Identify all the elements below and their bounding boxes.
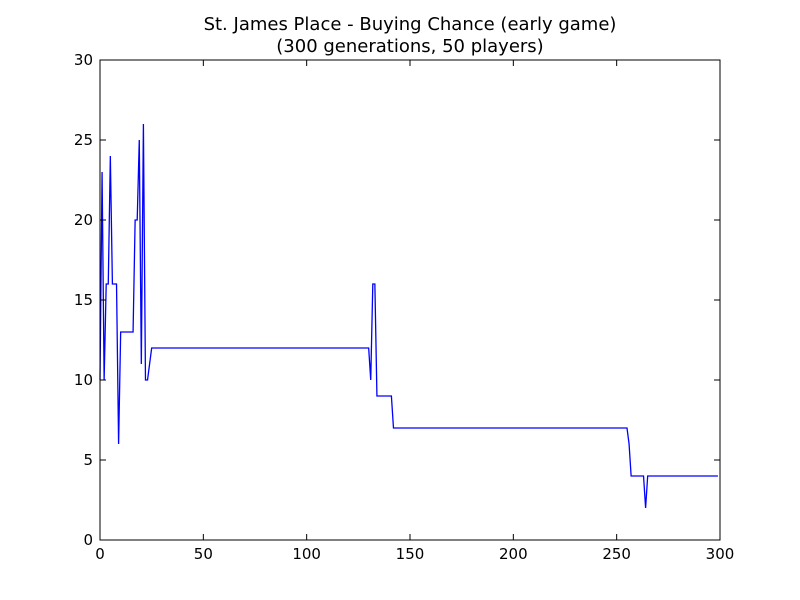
y-tick-label: 25 [74, 131, 93, 149]
x-tick-label: 50 [194, 545, 213, 563]
x-tick-label: 250 [602, 545, 631, 563]
y-tick-label: 15 [74, 291, 93, 309]
y-tick-label: 0 [83, 531, 93, 549]
x-tick-label: 0 [95, 545, 105, 563]
chart-title: St. James Place - Buying Chance (early g… [204, 14, 617, 35]
x-tick-label: 150 [396, 545, 425, 563]
x-tick-label: 100 [292, 545, 321, 563]
x-tick-label: 200 [499, 545, 528, 563]
y-tick-label: 20 [74, 211, 93, 229]
y-tick-label: 30 [74, 51, 93, 69]
plot-area: 0 50 100 150 200 250 300 0 5 10 15 20 25 30 [74, 51, 734, 563]
y-tick-label: 5 [83, 451, 93, 469]
chart-subtitle: (300 generations, 50 players) [276, 36, 543, 57]
y-tick-label: 10 [74, 371, 93, 389]
x-tick-label: 300 [706, 545, 735, 563]
series-line-1 [99, 123, 718, 509]
